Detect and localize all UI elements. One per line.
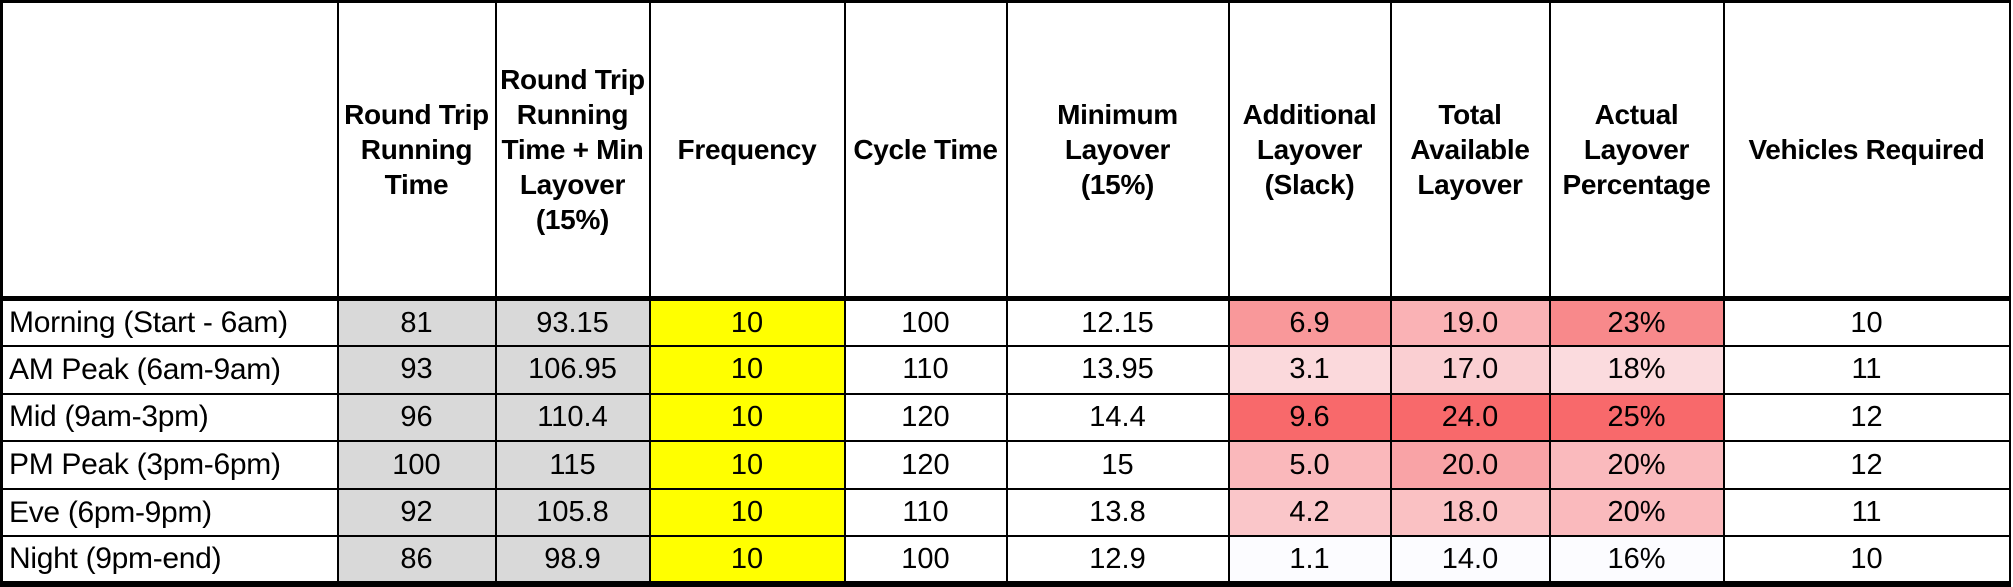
cell-frequency[interactable]: 10: [648, 297, 846, 348]
cell-actual-layover-percentage[interactable]: 23%: [1548, 297, 1725, 348]
corner-header-cell[interactable]: [0, 0, 339, 301]
header-row: Round Trip Running Time Round Trip Runni…: [0, 0, 2011, 301]
cell-frequency[interactable]: 10: [648, 440, 846, 490]
cell-round-trip-running-time[interactable]: 86: [336, 535, 497, 585]
column-header-actual-layover-percentage[interactable]: Actual Layover Percentage: [1548, 0, 1725, 301]
cell-vehicles-required[interactable]: 10: [1722, 297, 2011, 348]
cell-minimum-layover[interactable]: 13.8: [1005, 487, 1230, 538]
cell-additional-layover-slack[interactable]: 4.2: [1227, 487, 1392, 538]
table-header: Round Trip Running Time Round Trip Runni…: [0, 0, 2011, 301]
cell-frequency[interactable]: 10: [648, 535, 846, 585]
table-row: PM Peak (3pm-6pm) 100 115 10 120 15 5.0 20.0 20%…: [0, 440, 2011, 490]
cell-minimum-layover[interactable]: 12.15: [1005, 297, 1230, 348]
table-body: Morning (Start - 6am) 81 93.15 10 100 12.15 6.…: [0, 297, 2011, 585]
table-row: Morning (Start - 6am) 81 93.15 10 100 12.15 6.…: [0, 297, 2011, 348]
cell-vehicles-required[interactable]: 11: [1722, 487, 2011, 538]
table-row: Night (9pm-end) 86 98.9 10 100 12.9 1.1 14.0 16%…: [0, 535, 2011, 585]
cell-total-available-layover[interactable]: 17.0: [1389, 345, 1551, 395]
cell-round-trip-running-time-plus-min-layover[interactable]: 93.15: [494, 297, 651, 348]
table-row: AM Peak (6am-9am) 93 106.95 10 110 13.95 3.1 17…: [0, 345, 2011, 395]
cell-cycle-time[interactable]: 110: [843, 345, 1008, 395]
column-header-total-available-layover[interactable]: Total Available Layover: [1389, 0, 1551, 301]
cell-minimum-layover[interactable]: 13.95: [1005, 345, 1230, 395]
cell-vehicles-required[interactable]: 10: [1722, 535, 2011, 585]
cell-actual-layover-percentage[interactable]: 20%: [1548, 440, 1725, 490]
cell-total-available-layover[interactable]: 18.0: [1389, 487, 1551, 538]
cell-round-trip-running-time-plus-min-layover[interactable]: 105.8: [494, 487, 651, 538]
cell-round-trip-running-time[interactable]: 81: [336, 297, 497, 348]
cell-frequency[interactable]: 10: [648, 392, 846, 443]
cell-actual-layover-percentage[interactable]: 16%: [1548, 535, 1725, 585]
row-label-cell[interactable]: PM Peak (3pm-6pm): [0, 440, 339, 490]
row-label-cell[interactable]: Morning (Start - 6am): [0, 297, 339, 348]
cell-cycle-time[interactable]: 120: [843, 392, 1008, 443]
cell-total-available-layover[interactable]: 24.0: [1389, 392, 1551, 443]
cell-cycle-time[interactable]: 100: [843, 297, 1008, 348]
cell-round-trip-running-time[interactable]: 100: [336, 440, 497, 490]
column-header-round-trip-running-time-plus-min-layover[interactable]: Round Trip Running Time + Min Layover (1…: [494, 0, 651, 301]
column-header-round-trip-running-time[interactable]: Round Trip Running Time: [336, 0, 497, 301]
cell-additional-layover-slack[interactable]: 6.9: [1227, 297, 1392, 348]
cell-frequency[interactable]: 10: [648, 345, 846, 395]
cell-round-trip-running-time-plus-min-layover[interactable]: 106.95: [494, 345, 651, 395]
cell-minimum-layover[interactable]: 15: [1005, 440, 1230, 490]
cell-round-trip-running-time[interactable]: 93: [336, 345, 497, 395]
cell-additional-layover-slack[interactable]: 9.6: [1227, 392, 1392, 443]
cell-minimum-layover[interactable]: 14.4: [1005, 392, 1230, 443]
column-header-frequency[interactable]: Frequency: [648, 0, 846, 301]
cell-round-trip-running-time-plus-min-layover[interactable]: 115: [494, 440, 651, 490]
cell-round-trip-running-time-plus-min-layover[interactable]: 98.9: [494, 535, 651, 585]
row-label-cell[interactable]: Night (9pm-end): [0, 535, 339, 585]
cell-round-trip-running-time[interactable]: 96: [336, 392, 497, 443]
cell-round-trip-running-time-plus-min-layover[interactable]: 110.4: [494, 392, 651, 443]
cell-cycle-time[interactable]: 100: [843, 535, 1008, 585]
cell-additional-layover-slack[interactable]: 5.0: [1227, 440, 1392, 490]
row-label-cell[interactable]: AM Peak (6am-9am): [0, 345, 339, 395]
cell-actual-layover-percentage[interactable]: 25%: [1548, 392, 1725, 443]
cell-actual-layover-percentage[interactable]: 20%: [1548, 487, 1725, 538]
cell-cycle-time[interactable]: 120: [843, 440, 1008, 490]
cell-total-available-layover[interactable]: 20.0: [1389, 440, 1551, 490]
table-row: Eve (6pm-9pm) 92 105.8 10 110 13.8 4.2 18.0 20% 1…: [0, 487, 2011, 538]
cell-round-trip-running-time[interactable]: 92: [336, 487, 497, 538]
cell-total-available-layover[interactable]: 14.0: [1389, 535, 1551, 585]
cell-total-available-layover[interactable]: 19.0: [1389, 297, 1551, 348]
row-label-cell[interactable]: Mid (9am-3pm): [0, 392, 339, 443]
cell-minimum-layover[interactable]: 12.9: [1005, 535, 1230, 585]
cell-vehicles-required[interactable]: 12: [1722, 392, 2011, 443]
cell-actual-layover-percentage[interactable]: 18%: [1548, 345, 1725, 395]
table-row: Mid (9am-3pm) 96 110.4 10 120 14.4 9.6 24.0 25% 1…: [0, 392, 2011, 443]
cell-cycle-time[interactable]: 110: [843, 487, 1008, 538]
cell-frequency[interactable]: 10: [648, 487, 846, 538]
row-label-cell[interactable]: Eve (6pm-9pm): [0, 487, 339, 538]
cell-vehicles-required[interactable]: 11: [1722, 345, 2011, 395]
column-header-vehicles-required[interactable]: Vehicles Required: [1722, 0, 2011, 301]
column-header-additional-layover-slack[interactable]: Additional Layover (Slack): [1227, 0, 1392, 301]
cell-additional-layover-slack[interactable]: 3.1: [1227, 345, 1392, 395]
column-header-cycle-time[interactable]: Cycle Time: [843, 0, 1008, 301]
cell-additional-layover-slack[interactable]: 1.1: [1227, 535, 1392, 585]
column-header-minimum-layover[interactable]: Minimum Layover (15%): [1005, 0, 1230, 301]
cell-vehicles-required[interactable]: 12: [1722, 440, 2011, 490]
